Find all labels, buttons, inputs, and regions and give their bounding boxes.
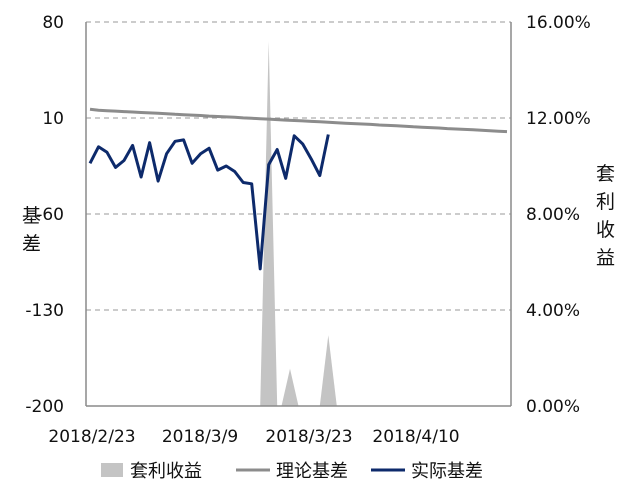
x-tick-label: 2018/4/10 [372, 427, 459, 447]
right-tick-label: 16.00% [526, 13, 591, 33]
right-tick-label: 4.00% [526, 301, 580, 321]
axes [85, 22, 512, 407]
theory-basis-line [89, 107, 508, 134]
right-axis-title-char-1: 利 [596, 191, 615, 213]
right-axis-title-char-0: 套 [596, 163, 615, 185]
right-tick-label: 0.00% [526, 397, 580, 417]
area-segment-1 [281, 368, 299, 406]
axis-titles: 基 差 套 利 收 益 [22, 163, 615, 269]
legend-swatch-area [101, 463, 123, 477]
x-tick-label: 2018/3/23 [265, 427, 352, 447]
basis-lines [88, 107, 508, 271]
actual-basis-line [88, 134, 330, 271]
area-segment-0 [251, 41, 278, 406]
right-axis-title-char-3: 益 [596, 247, 615, 269]
x-tick-label: 2018/2/23 [48, 427, 135, 447]
tick-labels: 80 10 -60 -130 -200 16.00% 12.00% 8.00% 4.00% 0.0… [25, 13, 590, 447]
right-tick-label: 8.00% [526, 205, 580, 225]
area-segment-2 [319, 335, 337, 406]
x-tick-label: 2018/3/9 [162, 427, 238, 447]
left-tick-label: -200 [25, 397, 64, 417]
arbitrage-profit-areas [251, 41, 337, 406]
legend-label-actual: 实际基差 [411, 461, 483, 482]
legend-label-theory: 理论基差 [276, 461, 348, 482]
left-tick-label: 80 [42, 13, 64, 33]
left-tick-label: -60 [36, 205, 64, 225]
left-axis-title-char-0: 基 [22, 205, 41, 227]
right-tick-label: 12.00% [526, 109, 591, 129]
left-tick-label: 10 [42, 109, 64, 129]
legend-label-area: 套利收益 [130, 461, 202, 482]
right-axis-title-char-2: 收 [596, 219, 615, 241]
left-tick-label: -130 [25, 301, 64, 321]
left-axis-title-char-1: 差 [22, 233, 41, 255]
gridlines [86, 21, 511, 311]
legend: 套利收益 理论基差 实际基差 [101, 461, 483, 482]
